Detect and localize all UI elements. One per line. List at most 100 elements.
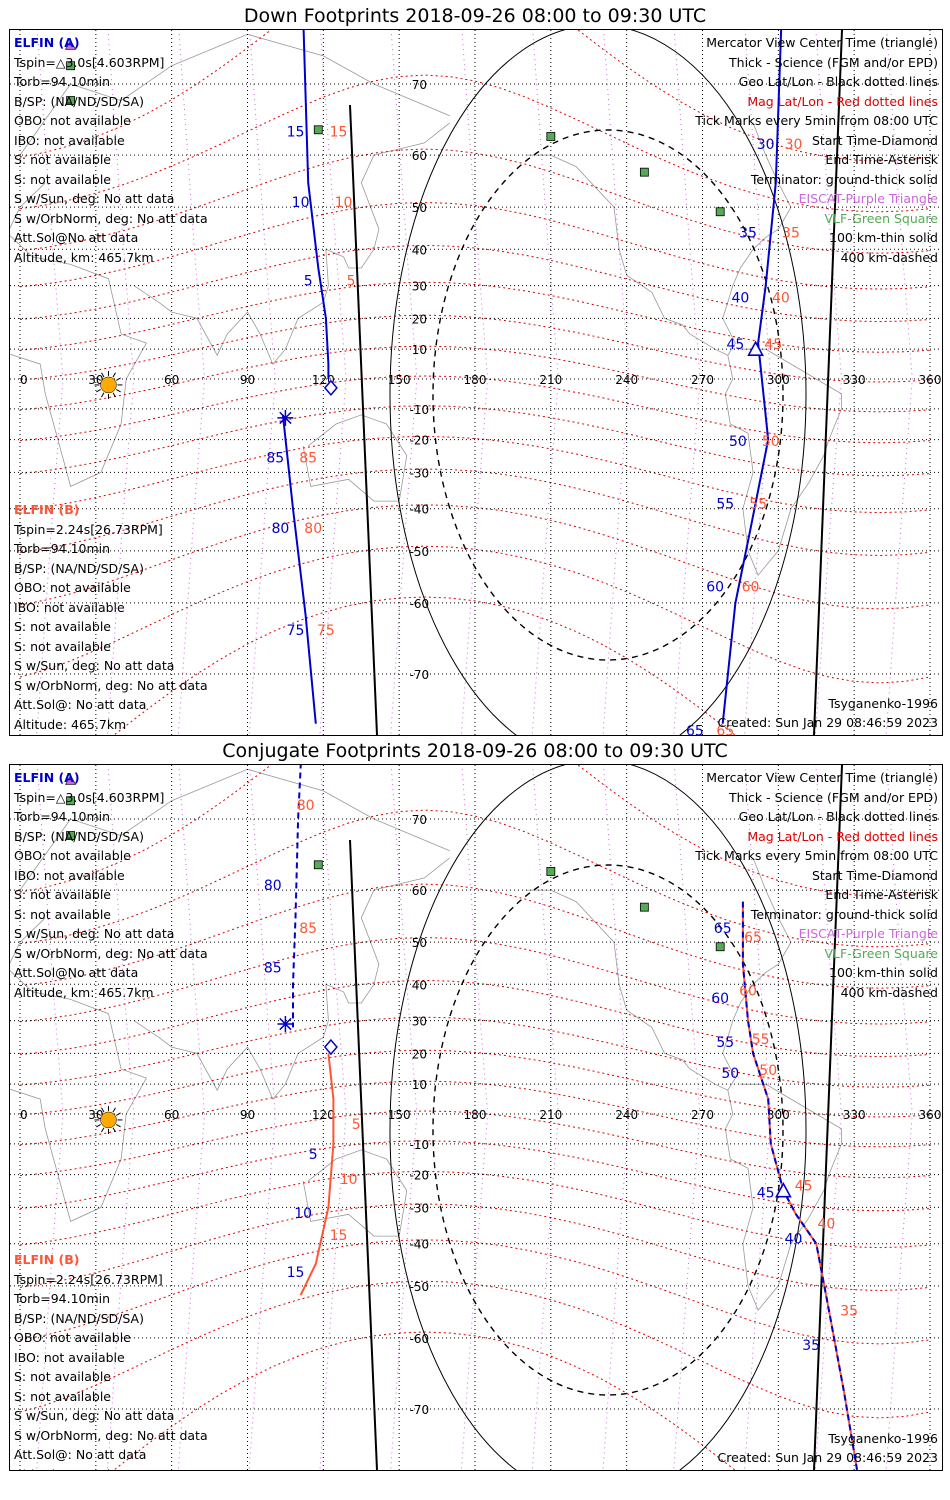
elfin-a-name: ELFIN (A) <box>14 770 80 785</box>
center-time-triangle <box>775 1181 792 1198</box>
elfin-a-lines: Tspin=△3.0s[4.603RPM] Torb=94.10min B/SP: … <box>14 53 208 268</box>
vlf-station-square <box>715 942 725 952</box>
elfin-b-track <box>741 901 859 1470</box>
legend-item: 100 km-thin solid <box>829 230 938 245</box>
lon-tick-label: 0 <box>20 1108 28 1122</box>
info-line: IBO: not available <box>14 599 125 615</box>
coastline <box>19 33 450 156</box>
vlf-station-square <box>639 902 649 912</box>
info-line: OBO: not available <box>14 848 131 863</box>
mag-longitude-line <box>814 30 843 735</box>
legend: Mercator View Center Time (triangle) Thic… <box>695 33 938 267</box>
lat-tick-label: 40 <box>412 243 427 257</box>
tick-label-a: 60 <box>706 579 724 595</box>
info-line: B/SP: (NA/ND/SD/SA) <box>14 560 144 576</box>
lat-tick-label: 70 <box>412 78 427 92</box>
lon-tick-label: 270 <box>691 373 714 387</box>
mag-longitude-line <box>673 30 701 735</box>
legend-item: Terminator: ground-thick solid <box>750 906 938 922</box>
coastline <box>724 1083 842 1311</box>
elfin-a-lines: Tspin=△3.0s[4.603RPM] Torb=94.10min B/SP: … <box>14 788 208 1003</box>
tick-label-b: 65 <box>716 724 734 735</box>
legend-item: Start Time-Diamond <box>811 132 938 148</box>
tick-label-a: 50 <box>729 434 747 450</box>
tick-label-b: 40 <box>817 1217 835 1233</box>
elfin-b-name: ELFIN (B) <box>14 502 80 517</box>
fov-100km <box>389 30 807 735</box>
lat-tick-label: -50 <box>410 545 430 559</box>
mag-longitude-line <box>107 765 135 1470</box>
coastline <box>525 857 792 1091</box>
legend-item: Terminator: ground-thick solid <box>750 171 938 187</box>
info-line: S w/Sun, deg: No att data <box>14 926 175 941</box>
lon-tick-label: 0 <box>20 373 28 387</box>
model-label: Tsyganenko-1996 <box>828 696 938 711</box>
fov-400km <box>432 864 784 1396</box>
vlf-station-square <box>66 96 75 105</box>
vlf-station-square <box>546 867 556 876</box>
mag-latitude-line <box>19 1239 931 1345</box>
mag-latitude-line <box>113 1331 736 1470</box>
eiscat-triangle <box>65 39 77 50</box>
mag-latitude-line <box>19 345 931 413</box>
lat-tick-label: -60 <box>410 597 430 611</box>
tick-label-b: 45 <box>764 337 782 353</box>
lon-tick-label: 240 <box>615 373 638 387</box>
mag-latitude-line <box>19 1080 931 1148</box>
info-line: IBO: not available <box>14 1349 125 1365</box>
lon-tick-label: 150 <box>388 1108 411 1122</box>
info-line: Tspin=2.24s[26.73RPM] <box>14 521 163 537</box>
info-line: Torb=94.10min <box>14 1291 111 1306</box>
lat-tick-label: 60 <box>412 149 427 163</box>
lon-tick-label: 150 <box>388 373 411 387</box>
tick-label-a: 15 <box>287 124 305 140</box>
elfin-a-track <box>292 765 302 1028</box>
info-line: B/SP: (NA/ND/SD/SA) <box>14 1310 144 1326</box>
tick-label-a: 35 <box>802 1338 820 1354</box>
info-line: Torb=94.10min <box>14 541 111 556</box>
mag-latitude-line <box>19 809 931 948</box>
info-line: Att.Sol@: No att data <box>14 697 147 712</box>
lat-tick-label: 40 <box>412 978 427 992</box>
lat-tick-label: -40 <box>410 503 430 517</box>
panel-title-down: Down Footprints 2018-09-26 08:00 to 09:3… <box>243 5 707 27</box>
legend-item: Mag Lat/Lon - Red dotted lines <box>747 828 938 844</box>
vlf-station-square <box>639 167 649 177</box>
lon-tick-label: 30 <box>88 1108 103 1122</box>
created-label: Created: Sun Jan 29 08:46:59 2023 <box>717 715 938 730</box>
legend-item: EISCAT-Purple Triangle <box>798 926 938 941</box>
legend-item: 400 km-dashed <box>840 984 938 1000</box>
sun-ray <box>101 1127 105 1133</box>
lon-tick-label: 120 <box>312 1108 335 1122</box>
lon-tick-label: 360 <box>919 1108 942 1122</box>
lon-tick-label: 330 <box>843 1108 866 1122</box>
tick-label-b: 15 <box>330 124 348 140</box>
tick-label-b: 80 <box>304 521 322 537</box>
tick-label-a: 85 <box>264 960 282 976</box>
info-line: S w/OrbNorm, deg: No att data <box>14 677 208 693</box>
legend-item: Mercator View Center Time (triangle) <box>706 35 938 50</box>
info-line: S: not available <box>14 171 111 187</box>
sun-ray <box>96 377 101 381</box>
tick-label-b: 10 <box>340 1172 358 1188</box>
coastline <box>724 348 842 576</box>
mag-longitude-line <box>885 765 913 1470</box>
sun-ray <box>112 1127 116 1133</box>
info-line: S w/Sun, deg: No att data <box>14 191 175 206</box>
info-line: Torb=94.10min <box>14 809 111 824</box>
mag-longitude-line <box>248 30 276 735</box>
tick-label-a: 30 <box>757 137 775 153</box>
sun-ray <box>116 389 121 393</box>
info-line: IBO: not available <box>14 132 125 148</box>
mag-longitude-line <box>460 30 489 735</box>
tick-label-a: 65 <box>714 921 732 937</box>
lat-tick-label: -20 <box>410 1169 430 1183</box>
info-line: Torb=94.10min <box>14 74 111 89</box>
tick-label-a: 35 <box>739 225 757 241</box>
fov-100km <box>389 765 807 1470</box>
tick-label-a: 85 <box>266 450 284 466</box>
lat-tick-label: -70 <box>410 1403 430 1417</box>
tick-label-a: 55 <box>716 1035 734 1051</box>
vlf-station-square <box>66 61 75 71</box>
info-line: S w/OrbNorm, deg: No att data <box>14 210 208 226</box>
